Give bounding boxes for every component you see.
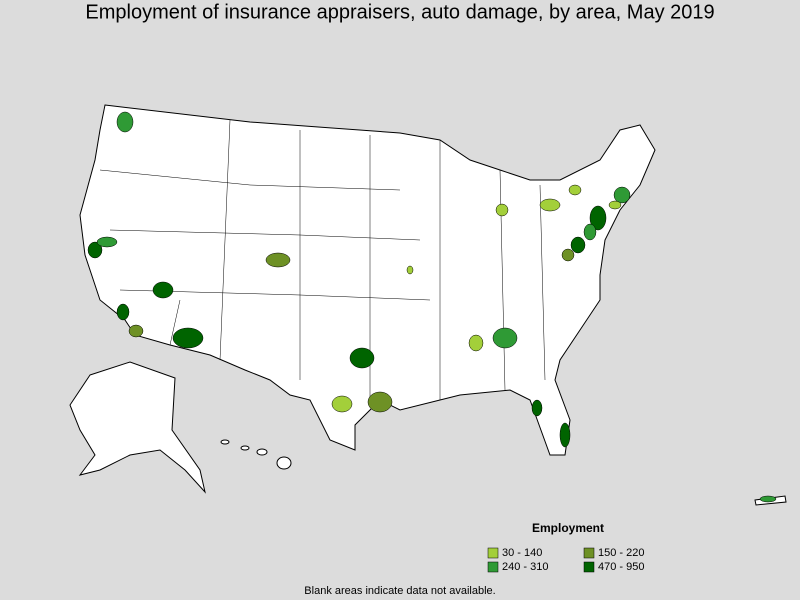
- legend-swatch: [583, 547, 595, 559]
- area-borders: [99, 119, 546, 400]
- area: [406, 265, 414, 275]
- area: [559, 422, 571, 448]
- legend-label: 150 - 220: [598, 547, 644, 559]
- area: [265, 252, 291, 268]
- area: [568, 184, 582, 196]
- legend-swatch: [487, 561, 499, 573]
- area: [759, 495, 777, 503]
- footnote: Blank areas indicate data not available.: [304, 585, 495, 597]
- legend-swatch: [487, 547, 499, 559]
- area: [349, 347, 375, 369]
- legend-swatch: [583, 561, 595, 573]
- area: [531, 399, 543, 417]
- area: [172, 327, 204, 349]
- map-title: Employment of insurance appraisers, auto…: [85, 1, 714, 23]
- area: [468, 334, 484, 352]
- legend-label: 30 - 140: [502, 547, 542, 559]
- area: [116, 111, 134, 133]
- area: [492, 327, 518, 349]
- area: [570, 236, 586, 254]
- area: [613, 186, 631, 204]
- alaska: [69, 361, 206, 494]
- legend-label: 470 - 950: [598, 561, 644, 573]
- area: [331, 395, 353, 413]
- area: [583, 223, 597, 241]
- area: [367, 391, 393, 413]
- area: [152, 281, 174, 299]
- area: [589, 205, 607, 231]
- area: [128, 324, 144, 338]
- area: [87, 241, 103, 259]
- area: [495, 203, 509, 217]
- area: [539, 198, 561, 212]
- contiguous-us: [79, 104, 656, 456]
- area: [608, 200, 622, 210]
- hawaii: [220, 439, 292, 470]
- highlighted-areas: [87, 111, 777, 503]
- base-map: [69, 104, 787, 506]
- legend: 30 - 140 150 - 220 240 - 310 470 - 950: [487, 547, 644, 573]
- area: [116, 303, 130, 321]
- legend-title: Employment: [532, 521, 604, 535]
- area: [561, 248, 575, 262]
- legend-label: 240 - 310: [502, 561, 548, 573]
- area: [96, 236, 118, 248]
